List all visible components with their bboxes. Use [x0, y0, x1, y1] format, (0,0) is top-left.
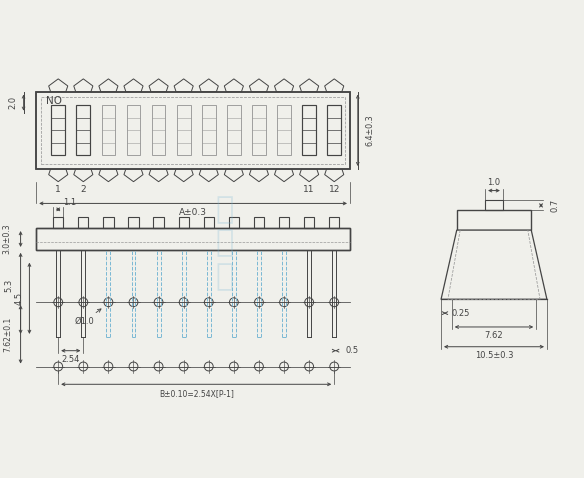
Bar: [329, 217, 339, 228]
Bar: [41, 97, 345, 164]
Polygon shape: [99, 79, 118, 92]
Text: 蕾
口
斯: 蕾 口 斯: [215, 195, 234, 291]
Polygon shape: [300, 79, 319, 92]
Text: 1.0: 1.0: [488, 178, 500, 187]
Polygon shape: [48, 79, 68, 92]
Polygon shape: [174, 169, 193, 182]
Text: 6.4±0.3: 6.4±0.3: [365, 114, 374, 146]
Bar: [177, 105, 190, 155]
Bar: [36, 228, 350, 250]
Bar: [485, 200, 503, 210]
Bar: [303, 105, 316, 155]
Text: 5.3: 5.3: [4, 279, 13, 292]
Bar: [304, 217, 314, 228]
Polygon shape: [274, 79, 294, 92]
Polygon shape: [441, 230, 547, 299]
Text: 4.5: 4.5: [14, 292, 23, 305]
Bar: [457, 210, 531, 230]
Text: 2: 2: [81, 185, 86, 194]
Text: 2.0: 2.0: [8, 96, 18, 109]
Bar: [152, 105, 165, 155]
Text: 3.0±0.3: 3.0±0.3: [2, 224, 11, 254]
Bar: [128, 217, 138, 228]
Bar: [179, 217, 189, 228]
Polygon shape: [249, 79, 269, 92]
Text: 10.5±0.3: 10.5±0.3: [475, 351, 513, 360]
Bar: [202, 105, 215, 155]
Bar: [36, 228, 350, 250]
Bar: [279, 217, 289, 228]
Polygon shape: [149, 169, 168, 182]
Polygon shape: [149, 79, 168, 92]
Bar: [277, 105, 291, 155]
Polygon shape: [300, 169, 319, 182]
Polygon shape: [74, 169, 93, 182]
Text: 0.5: 0.5: [345, 346, 359, 355]
Text: 1.1: 1.1: [64, 198, 77, 207]
Polygon shape: [199, 79, 218, 92]
Polygon shape: [124, 169, 143, 182]
Bar: [252, 105, 266, 155]
Text: 0.7: 0.7: [550, 199, 559, 212]
Polygon shape: [174, 79, 193, 92]
Bar: [229, 217, 239, 228]
Bar: [154, 217, 164, 228]
Bar: [227, 105, 241, 155]
Bar: [204, 217, 214, 228]
Bar: [254, 217, 264, 228]
Text: 11: 11: [304, 185, 315, 194]
Text: Ø1.0: Ø1.0: [74, 309, 101, 326]
Text: 12: 12: [329, 185, 340, 194]
Polygon shape: [274, 169, 294, 182]
Polygon shape: [48, 169, 68, 182]
Bar: [78, 217, 89, 228]
Text: 1: 1: [55, 185, 61, 194]
Bar: [127, 105, 140, 155]
Bar: [36, 92, 350, 169]
Polygon shape: [199, 169, 218, 182]
Text: NO: NO: [46, 96, 62, 106]
Polygon shape: [124, 79, 143, 92]
Polygon shape: [224, 169, 244, 182]
Text: 7.62: 7.62: [485, 331, 503, 340]
Bar: [327, 105, 341, 155]
Polygon shape: [325, 79, 344, 92]
Polygon shape: [74, 79, 93, 92]
Polygon shape: [224, 79, 244, 92]
Text: A±0.3: A±0.3: [179, 208, 207, 217]
Bar: [77, 105, 90, 155]
Bar: [102, 105, 115, 155]
Text: 2.54: 2.54: [61, 355, 80, 364]
Text: 0.25: 0.25: [451, 309, 470, 317]
Bar: [36, 92, 350, 169]
Bar: [53, 217, 64, 228]
Polygon shape: [325, 169, 344, 182]
Bar: [103, 217, 113, 228]
Bar: [51, 105, 65, 155]
Text: B±0.10=2.54X[P-1]: B±0.10=2.54X[P-1]: [159, 389, 234, 398]
Polygon shape: [99, 169, 118, 182]
Text: 7.62±0.1: 7.62±0.1: [4, 317, 12, 352]
Polygon shape: [249, 169, 269, 182]
